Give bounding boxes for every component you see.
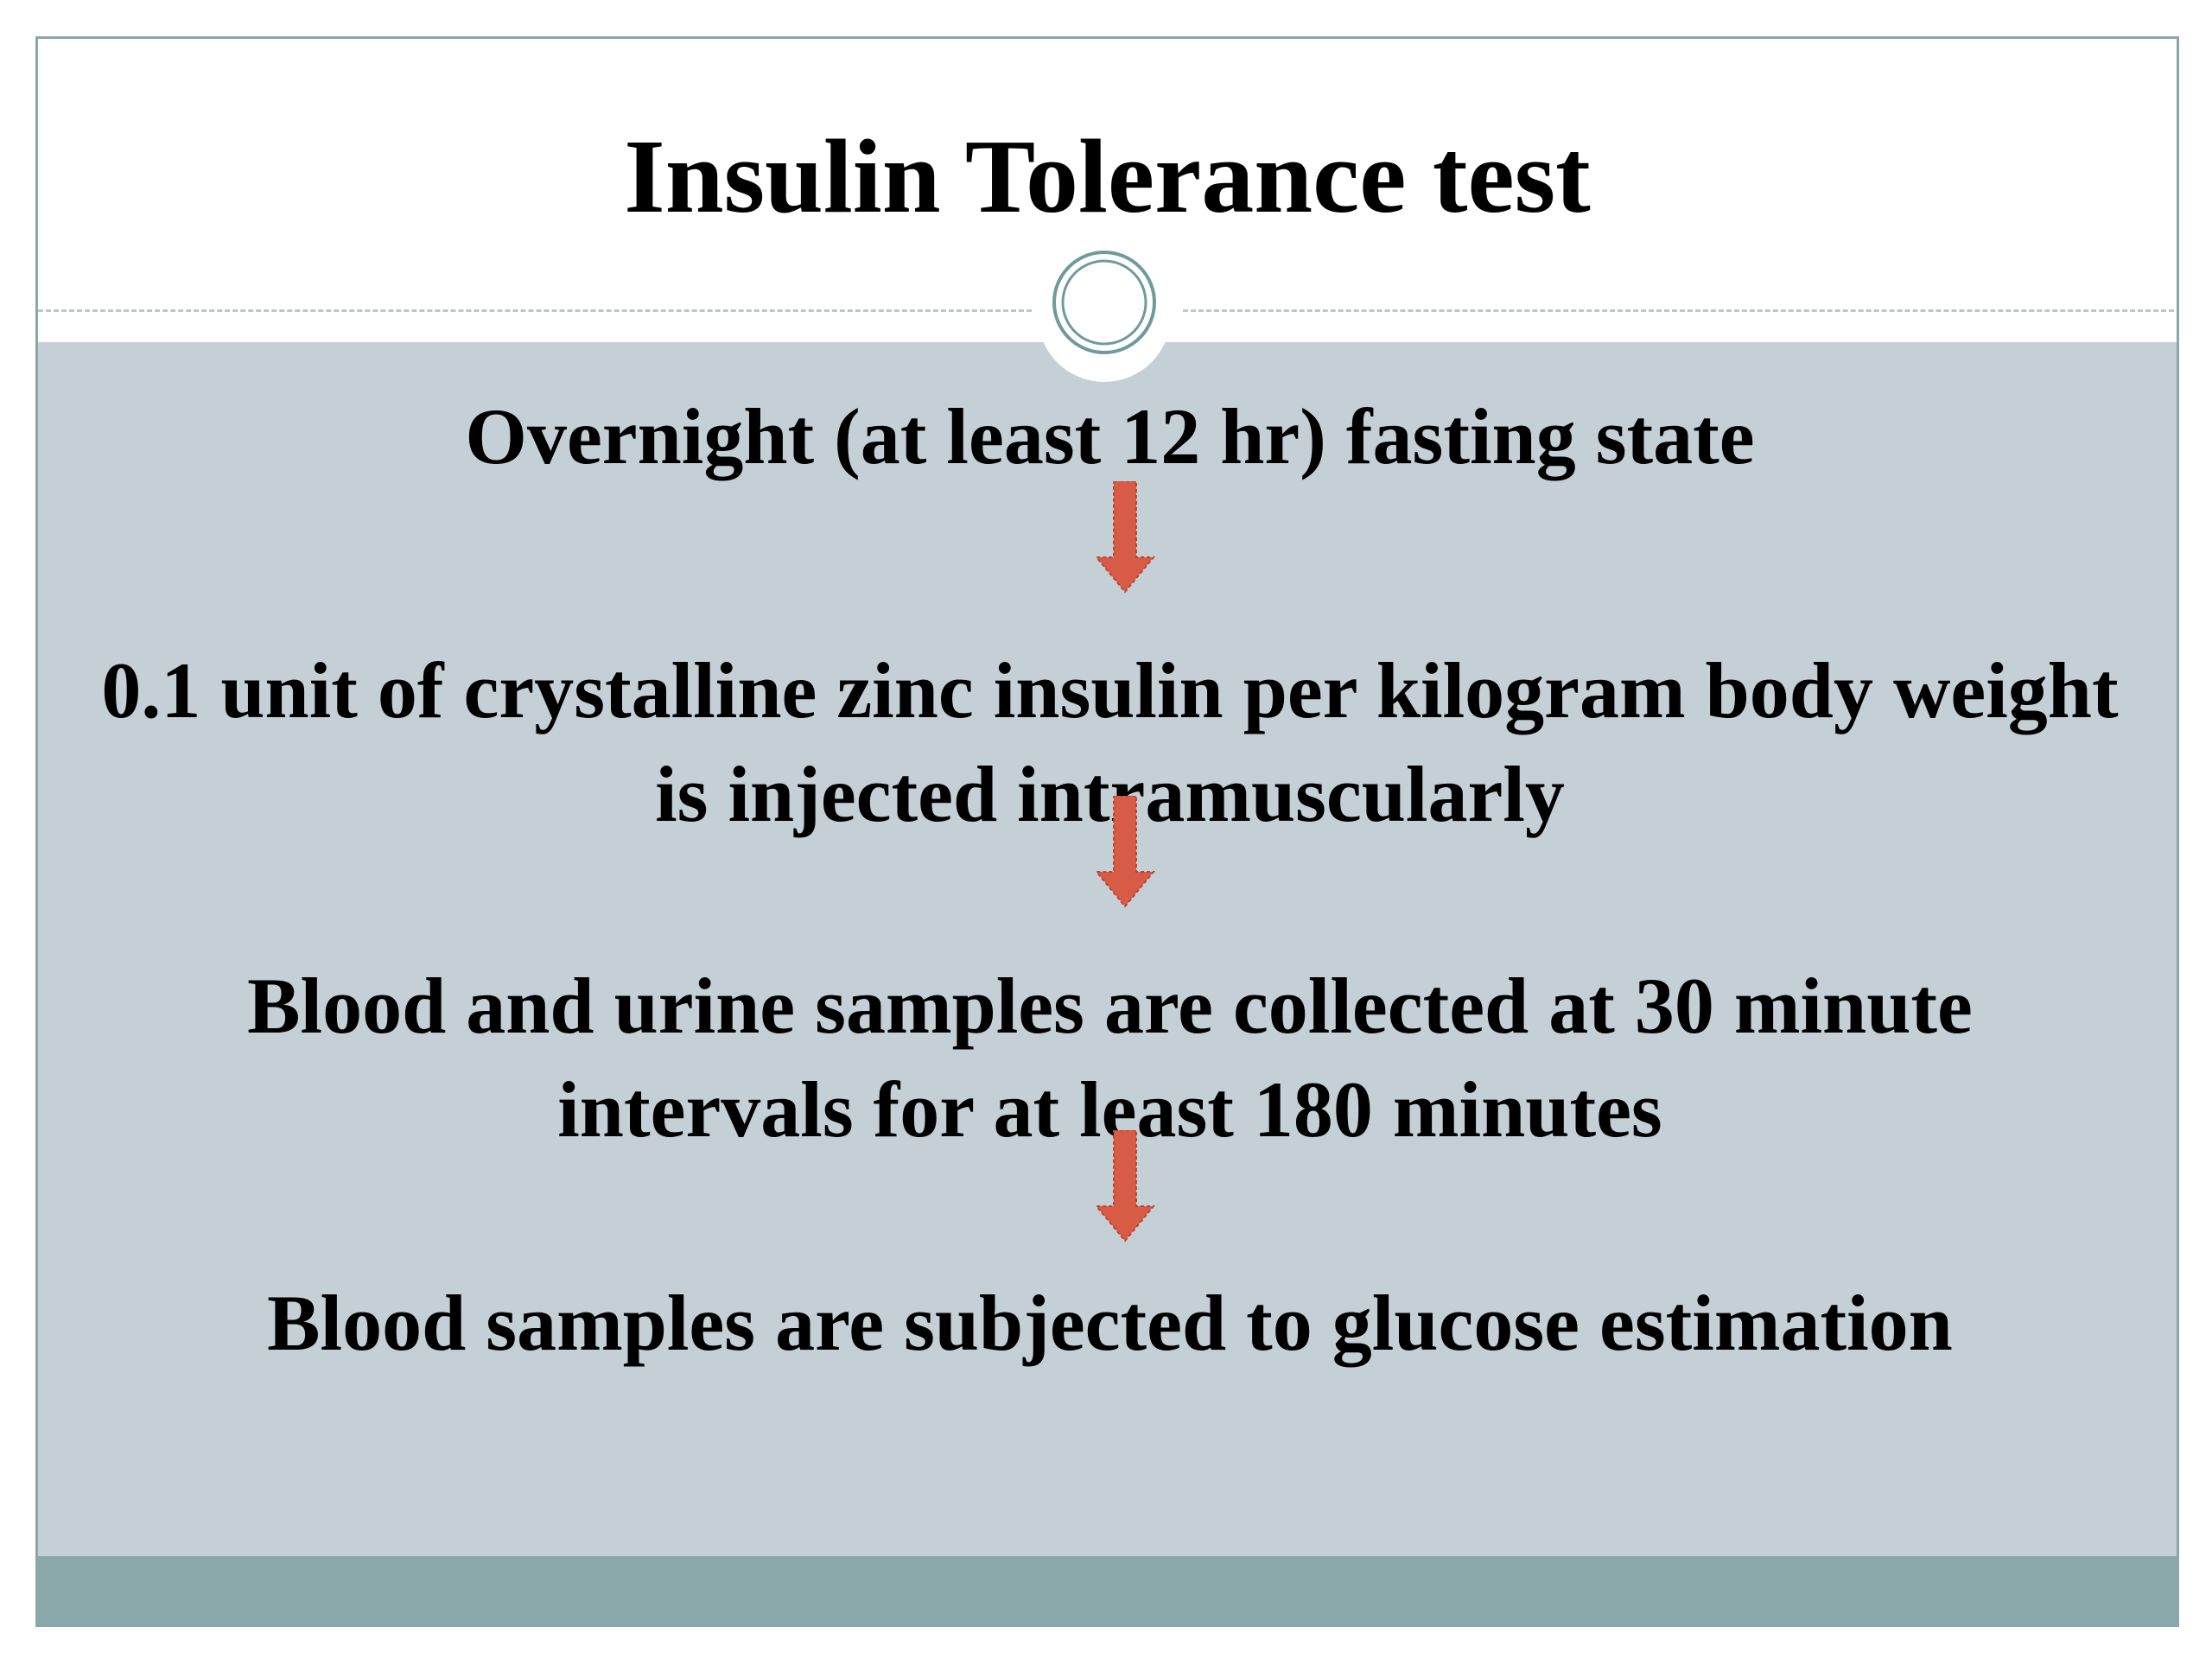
flow-step-glucose-estimation: Blood samples are subjected to glucose e…	[267, 1279, 1953, 1367]
flow-step-fasting: Overnight (at least 12 hr) fasting state	[465, 392, 1755, 480]
header-divider-left	[38, 309, 1032, 312]
circle-ornament-icon	[1052, 251, 1156, 354]
flow-step-sample-collection: Blood and urine samples are collected at…	[247, 962, 1973, 1154]
arrow-down-icon	[1095, 1130, 1155, 1243]
flow-step-insulin-injection: 0.1 unit of crystalline zinc insulin per…	[101, 646, 2119, 838]
arrow-down-icon	[1095, 796, 1155, 908]
header-divider-right	[1183, 309, 2177, 312]
slide-title: Insulin Tolerance test	[624, 118, 1591, 235]
slide: Insulin Tolerance test Overnight (at lea…	[35, 36, 2179, 1627]
footer-bar	[38, 1556, 2177, 1624]
arrow-down-icon	[1095, 481, 1155, 594]
content-panel	[38, 342, 2177, 1556]
